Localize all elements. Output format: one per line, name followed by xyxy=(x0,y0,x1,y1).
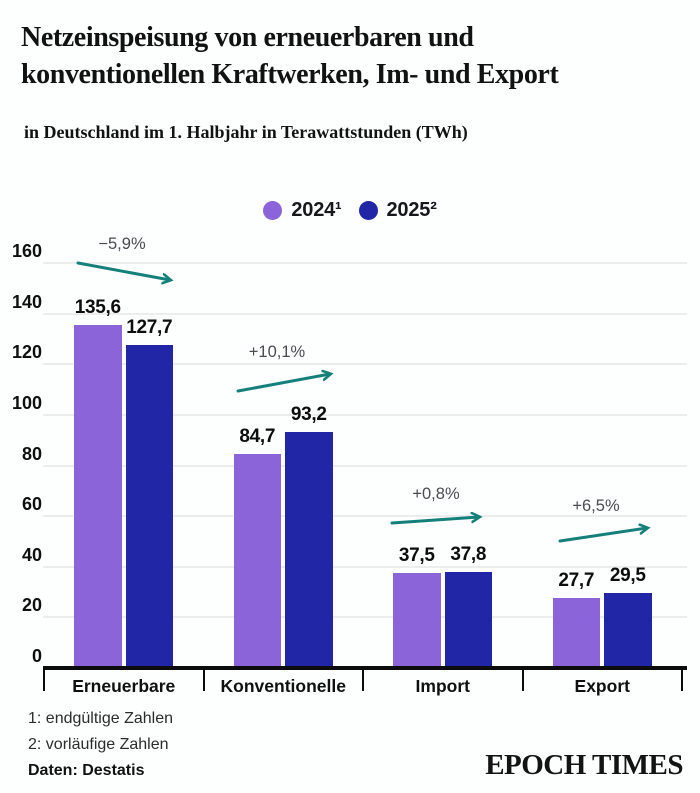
epoch-times-logo: EPOCH TIMES xyxy=(485,749,683,781)
trend-arrow xyxy=(558,528,647,543)
chart-subtitle: in Deutschland im 1. Halbjahr in Terawat… xyxy=(24,122,468,142)
trend-arrow xyxy=(76,261,170,280)
bar-value-label: 37,8 xyxy=(450,544,487,566)
bar-value-label: 84,7 xyxy=(239,425,276,447)
category-label-konventionelle: Konventionelle xyxy=(220,676,346,696)
x-axis-tick xyxy=(202,668,205,691)
y-tick-label: 0 xyxy=(31,646,42,666)
bar-2025-erneuerbare xyxy=(125,344,173,668)
y-tick-label: 80 xyxy=(21,443,42,464)
bar-value-label: 127,7 xyxy=(126,316,173,338)
bar-value-label: 135,6 xyxy=(74,296,121,318)
y-tick-label: 140 xyxy=(11,291,42,312)
x-axis-tick xyxy=(362,668,364,691)
gridline xyxy=(43,312,687,315)
trend-change-label: +0,8% xyxy=(412,485,460,503)
gridline xyxy=(43,464,687,467)
x-axis-tick xyxy=(43,668,45,691)
bar-2024-konventionelle xyxy=(233,453,281,668)
gridline xyxy=(43,363,687,366)
data-source: Daten: Destatis xyxy=(28,762,145,779)
gridline xyxy=(43,262,687,264)
trend-arrow xyxy=(236,374,330,393)
trend-change-label: +6,5% xyxy=(572,497,620,515)
bar-2025-konventionelle xyxy=(285,432,333,668)
bar-2025-export xyxy=(604,593,652,668)
bar-2025-import xyxy=(444,572,492,668)
legend: 2024¹ 2025² xyxy=(0,199,700,222)
x-axis-line xyxy=(43,666,687,670)
category-label-erneuerbare: Erneuerbare xyxy=(72,676,176,696)
legend-label-2025: 2025² xyxy=(386,199,437,221)
trend-arrow xyxy=(390,517,479,525)
trend-change-label: −5,9% xyxy=(98,235,146,253)
category-label-import: Import xyxy=(415,676,470,696)
bar-2024-import xyxy=(393,573,441,668)
gridline xyxy=(43,515,687,518)
y-tick-label: 100 xyxy=(11,392,42,413)
bar-value-label: 37,5 xyxy=(398,545,435,567)
x-axis-tick xyxy=(681,668,683,691)
gridline xyxy=(43,616,687,619)
bar-2024-erneuerbare xyxy=(74,324,122,668)
footnote-2: 2: vorläufige Zahlen xyxy=(28,736,169,753)
gridline xyxy=(43,413,687,416)
category-label-export: Export xyxy=(574,676,630,696)
legend-label-2024: 2024¹ xyxy=(291,199,342,221)
bar-value-label: 27,7 xyxy=(558,569,595,591)
legend-swatch-2025-icon xyxy=(358,201,378,220)
y-tick-label: 20 xyxy=(21,595,42,616)
legend-item-2024: 2024¹ xyxy=(263,199,342,222)
bar-value-label: 93,2 xyxy=(290,404,327,426)
y-tick-label: 160 xyxy=(11,241,42,261)
y-tick-label: 60 xyxy=(21,494,42,515)
chart-title: Netzeinspeisung von erneuerbaren und kon… xyxy=(21,22,559,90)
footnote-1: 1: endgültige Zahlen xyxy=(28,710,173,727)
bar-2024-export xyxy=(552,597,600,668)
bar-value-label: 29,5 xyxy=(609,565,646,587)
y-tick-label: 120 xyxy=(11,342,42,363)
gridline xyxy=(43,565,687,568)
legend-item-2025: 2025² xyxy=(358,199,437,222)
x-axis-tick xyxy=(521,668,524,691)
y-tick-label: 40 xyxy=(21,544,42,565)
trend-change-label: +10,1% xyxy=(248,343,306,361)
legend-swatch-2024-icon xyxy=(263,201,283,220)
